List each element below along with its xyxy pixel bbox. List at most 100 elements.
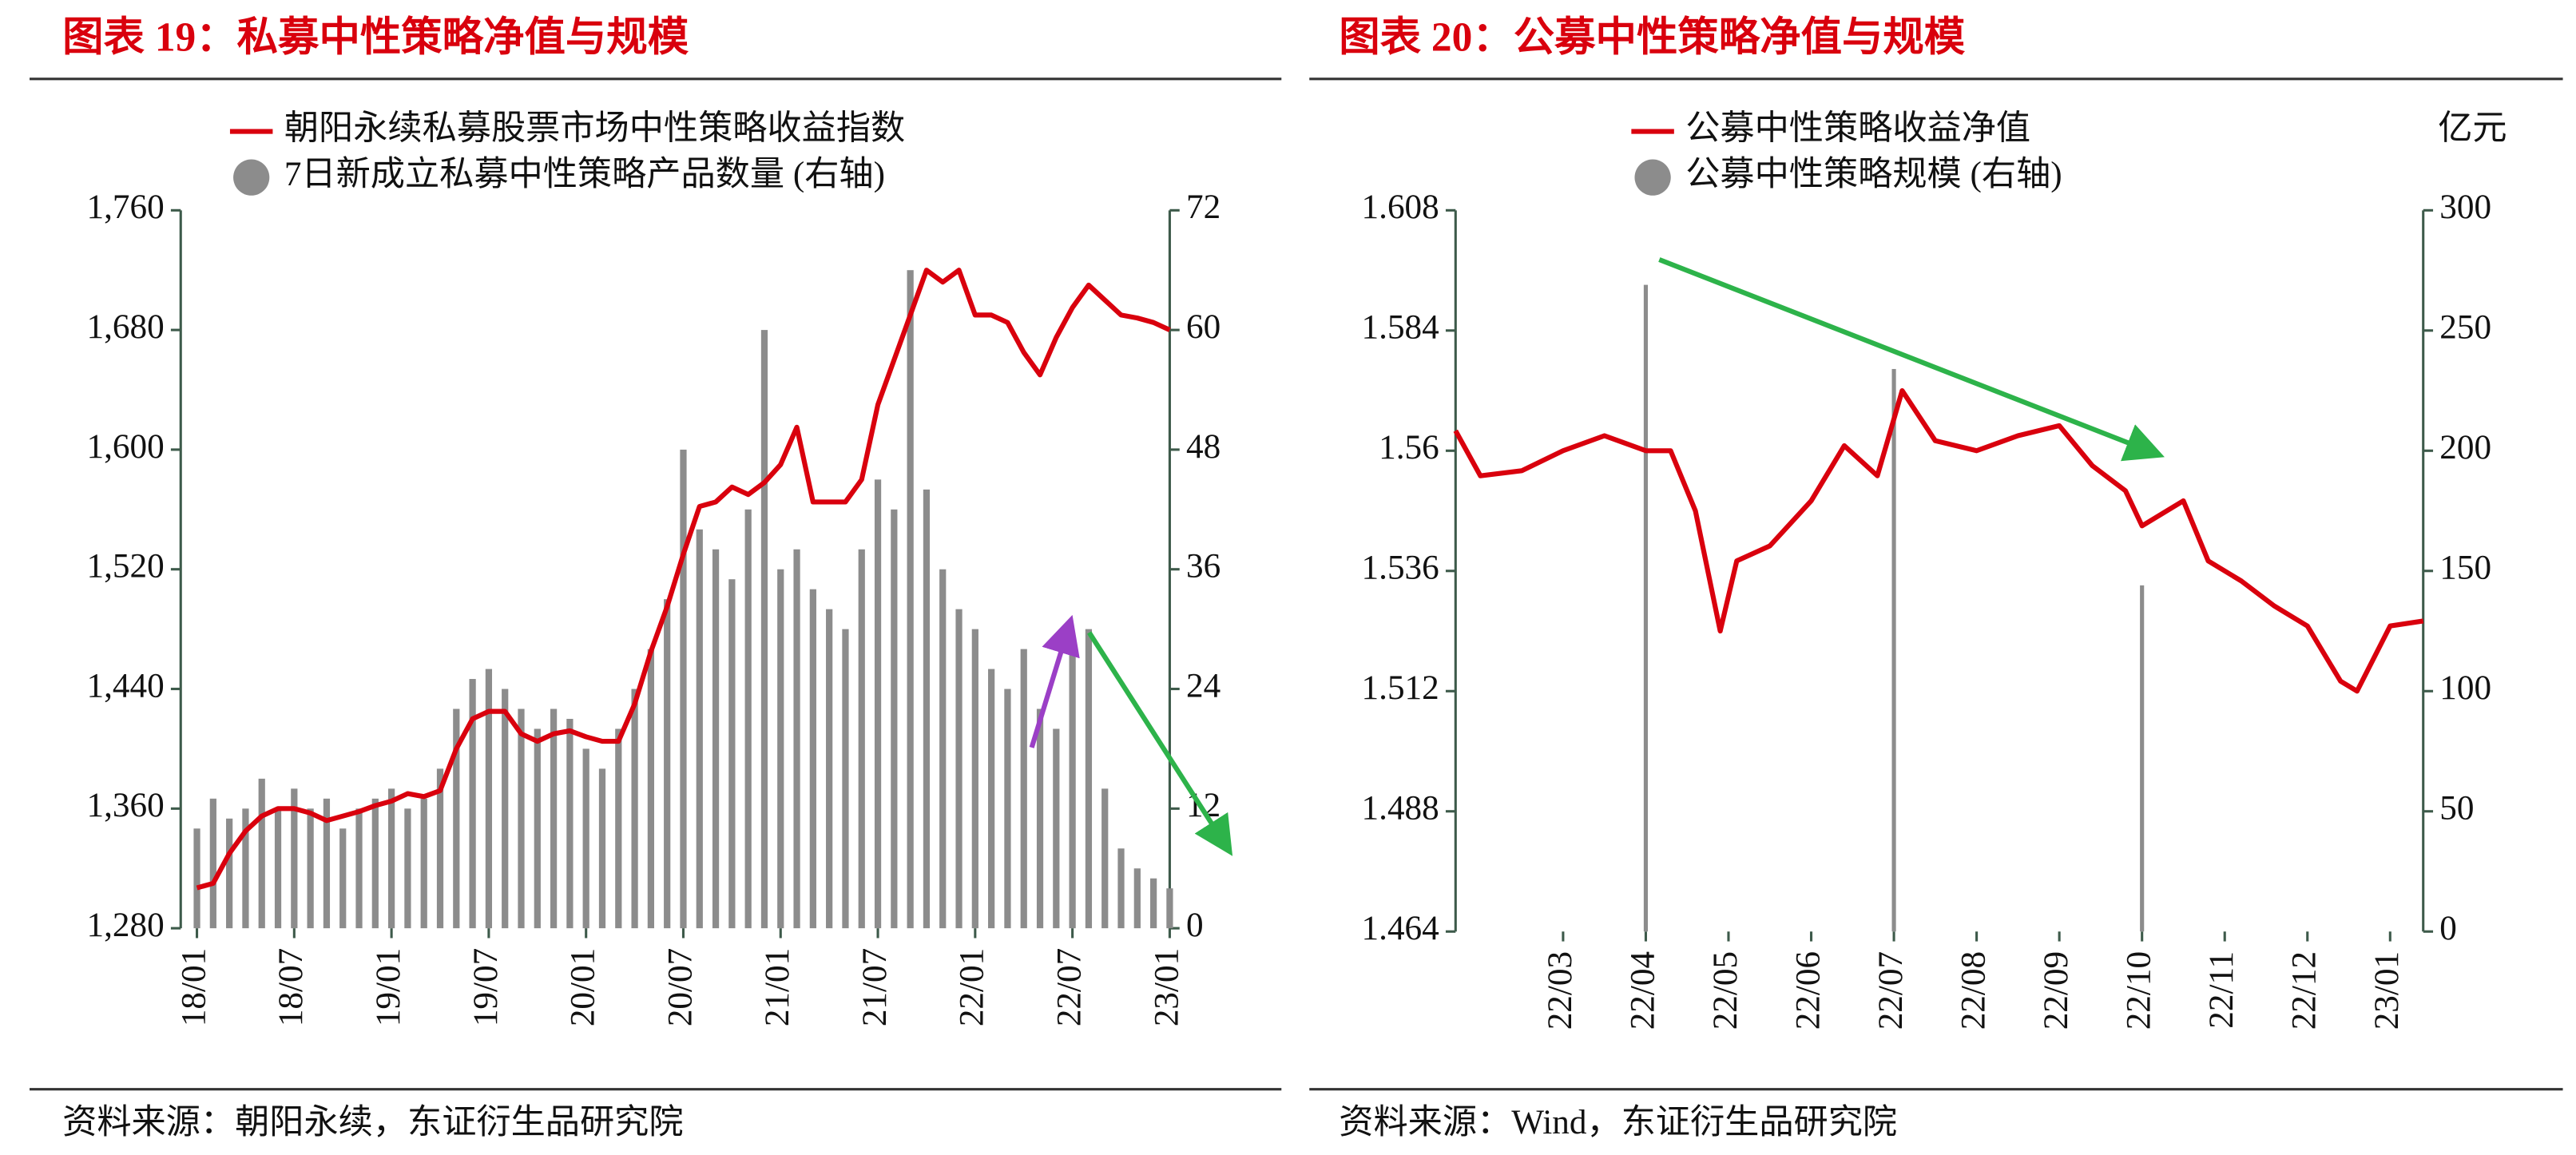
bar — [1133, 868, 1141, 929]
bar — [1891, 368, 1896, 932]
y2-tick-label: 72 — [1186, 189, 1221, 226]
bar — [291, 788, 298, 929]
arrow — [1658, 257, 2165, 462]
bar — [664, 599, 671, 929]
y-tick-label: 1,280 — [87, 907, 165, 944]
chart-title: 图表 20：公募中性策略净值与规模 — [1339, 14, 1966, 60]
source: 资料来源：Wind，东证衍生品研究院 — [1339, 1103, 1897, 1141]
bar — [534, 728, 541, 929]
bar — [371, 798, 379, 929]
bar — [793, 549, 800, 929]
bar — [1069, 649, 1076, 929]
bar — [1036, 708, 1044, 929]
bar — [193, 828, 200, 929]
x-tick-label: 22/04 — [1624, 951, 1661, 1030]
y2-tick-label: 0 — [1186, 907, 1204, 944]
x-tick-label: 22/07 — [1872, 951, 1910, 1030]
legend-label: 朝阳永续私募股票市场中性策略收益指数 — [284, 109, 905, 147]
y-tick-label: 1,680 — [87, 308, 165, 346]
bar — [874, 479, 882, 929]
bar — [2140, 585, 2145, 932]
y2-tick-label: 60 — [1186, 308, 1221, 346]
bar — [502, 689, 509, 929]
bar — [307, 808, 314, 929]
bar — [907, 270, 914, 929]
bar — [891, 509, 898, 929]
y2-tick-label: 50 — [2439, 790, 2474, 828]
bar — [826, 609, 833, 929]
bar — [339, 828, 347, 929]
y2-tick-label: 36 — [1186, 548, 1221, 585]
bar — [323, 798, 331, 929]
bar — [1166, 888, 1173, 929]
chart-title: 图表 19：私募中性策略净值与规模 — [62, 14, 689, 60]
bar — [598, 768, 606, 929]
line — [196, 268, 1171, 891]
bar — [355, 808, 363, 929]
bar — [226, 818, 233, 929]
bar — [680, 449, 687, 929]
bar — [258, 778, 265, 929]
y-tick-label: 1,520 — [87, 548, 165, 585]
y2-tick-label: 150 — [2439, 550, 2491, 587]
bar — [404, 808, 411, 929]
bar — [1150, 878, 1157, 929]
bar — [923, 489, 931, 929]
x-tick-label: 20/01 — [565, 948, 602, 1026]
legend-label: 7日新成立私募中性策略产品数量 (右轴) — [284, 156, 885, 193]
bar — [1101, 788, 1109, 929]
bar — [712, 549, 720, 929]
bar — [615, 728, 622, 929]
arrow — [1087, 631, 1233, 856]
bar — [242, 808, 249, 929]
y-tick-label: 1.488 — [1362, 790, 1439, 828]
bar — [582, 748, 589, 929]
x-tick-label: 22/01 — [954, 948, 991, 1026]
x-tick-label: 22/12 — [2286, 951, 2324, 1030]
bar — [696, 529, 703, 929]
x-tick-label: 21/01 — [759, 948, 796, 1026]
bar — [388, 788, 395, 929]
y2-tick-label: 300 — [2439, 189, 2491, 226]
x-tick-label: 21/07 — [856, 948, 894, 1026]
y-tick-label: 1.56 — [1379, 429, 1439, 466]
y2-tick-label: 24 — [1186, 667, 1221, 705]
legend-swatch — [233, 159, 270, 196]
bar — [728, 579, 736, 929]
y2-axis-label: 亿元 — [2438, 109, 2507, 147]
x-tick-label: 23/01 — [2368, 951, 2406, 1030]
y2-tick-label: 250 — [2439, 309, 2491, 347]
x-tick-label: 22/03 — [1542, 951, 1579, 1030]
y2-tick-label: 48 — [1186, 428, 1221, 466]
bar — [760, 330, 768, 929]
bar — [209, 798, 216, 929]
bar — [777, 569, 784, 929]
legend-label: 公募中性策略规模 (右轴) — [1685, 156, 2062, 193]
bar — [842, 629, 849, 929]
y-tick-label: 1.584 — [1362, 309, 1439, 347]
line — [1453, 387, 2424, 694]
bar — [971, 629, 978, 929]
x-tick-label: 19/07 — [467, 948, 505, 1026]
bar — [744, 509, 752, 929]
bar — [1053, 728, 1060, 929]
x-tick-label: 23/01 — [1148, 948, 1185, 1026]
bar — [1020, 649, 1027, 929]
bar — [1004, 689, 1011, 929]
bar — [1643, 284, 1649, 932]
bar — [858, 549, 865, 929]
bar — [939, 569, 947, 929]
x-tick-label: 22/08 — [1955, 951, 1993, 1030]
y-tick-label: 1,760 — [87, 189, 165, 226]
x-tick-label: 22/10 — [2121, 951, 2158, 1030]
bar — [566, 718, 574, 929]
bar — [1085, 629, 1093, 929]
legend-swatch — [1634, 159, 1671, 196]
x-tick-label: 19/01 — [370, 948, 407, 1026]
y-tick-label: 1,600 — [87, 428, 165, 466]
legend-label: 公募中性策略收益净值 — [1685, 109, 2030, 147]
x-tick-label: 22/11 — [2203, 951, 2241, 1029]
x-tick-label: 18/07 — [272, 948, 310, 1026]
